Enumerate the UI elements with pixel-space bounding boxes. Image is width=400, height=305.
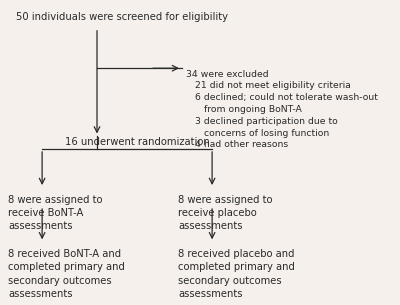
Text: 8 were assigned to
receive placebo
assessments: 8 were assigned to receive placebo asses… (178, 195, 273, 231)
Text: 50 individuals were screened for eligibility: 50 individuals were screened for eligibi… (16, 12, 228, 22)
Text: 8 received BoNT-A and
completed primary and
secondary outcomes
assessments: 8 received BoNT-A and completed primary … (8, 249, 125, 299)
Text: 16 underwent randomization: 16 underwent randomization (65, 137, 210, 147)
Text: 34 were excluded
   21 did not meet eligibility criteria
   6 declined; could no: 34 were excluded 21 did not meet eligibi… (186, 70, 378, 149)
Text: 8 were assigned to
receive BoNT-A
assessments: 8 were assigned to receive BoNT-A assess… (8, 195, 103, 231)
Text: 8 received placebo and
completed primary and
secondary outcomes
assessments: 8 received placebo and completed primary… (178, 249, 295, 299)
